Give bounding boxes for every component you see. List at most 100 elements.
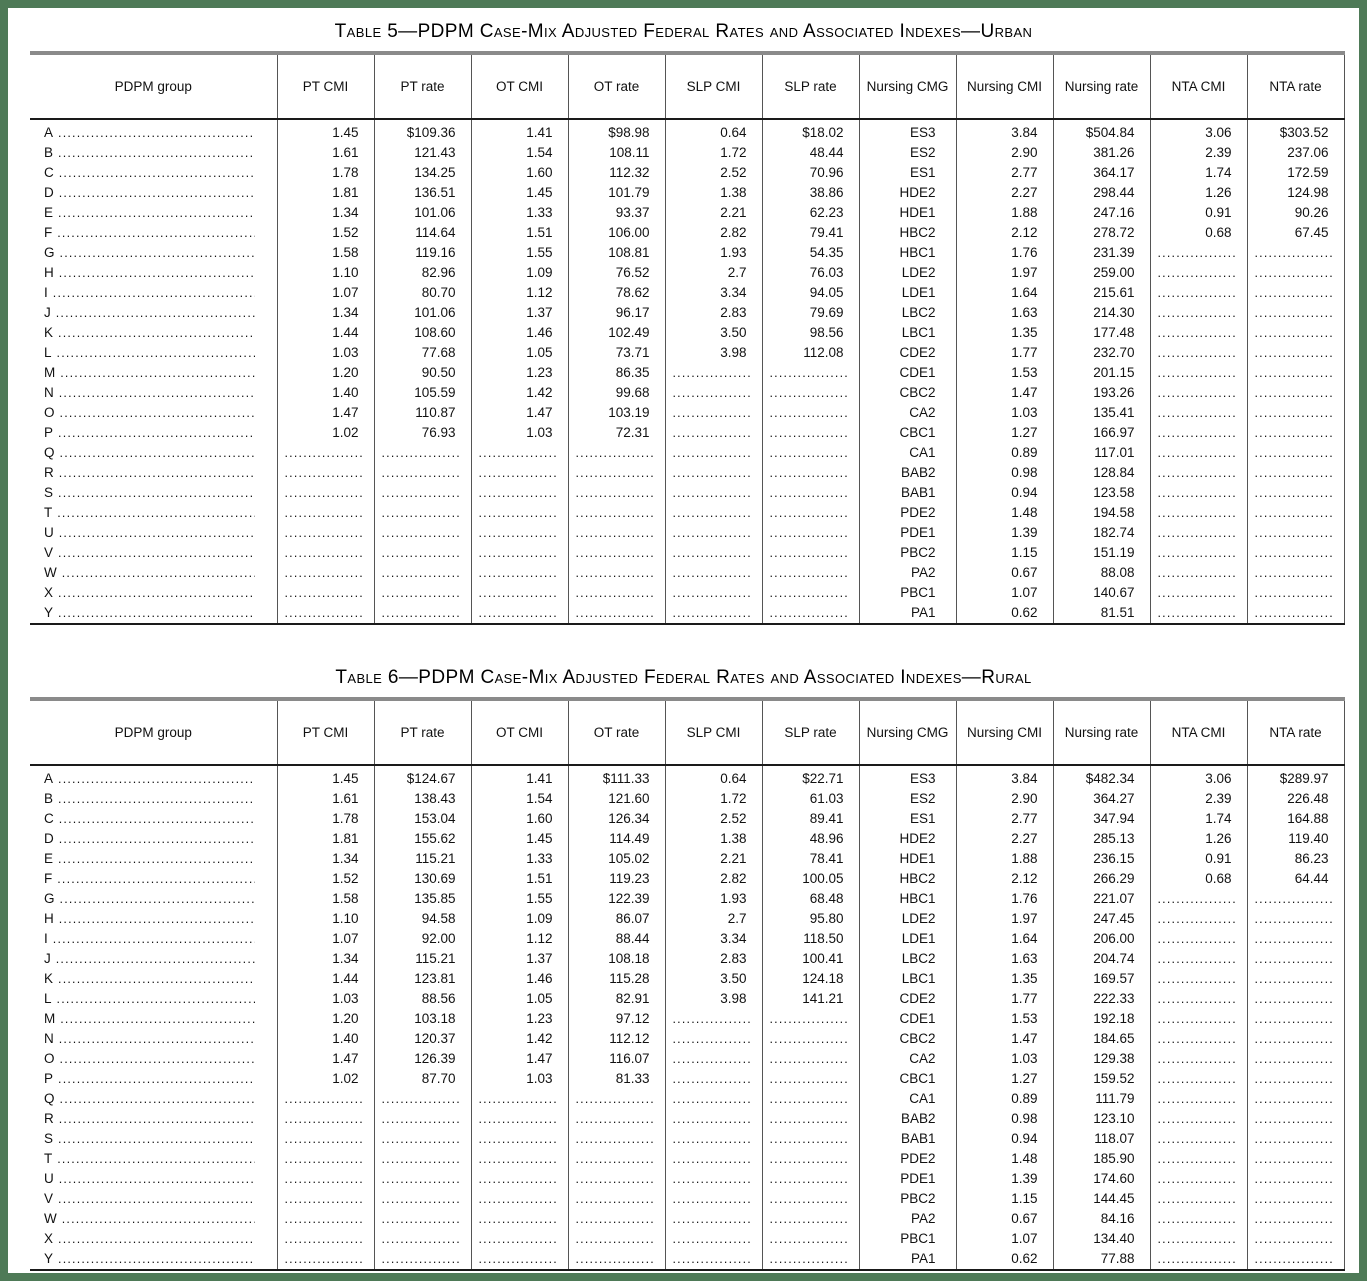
empty-cell xyxy=(1149,523,1247,543)
dot-leader xyxy=(58,543,254,563)
cell-slp-rate: 62.23 xyxy=(761,203,859,223)
empty-cell xyxy=(276,463,374,483)
empty-cell xyxy=(1149,1009,1247,1029)
empty-cell xyxy=(373,563,471,583)
dot-placeholder xyxy=(479,583,557,603)
cell-nursing-rate: 381.26 xyxy=(1052,143,1150,163)
cell-nursing-rate: 278.72 xyxy=(1052,223,1150,243)
empty-cell xyxy=(761,483,859,503)
dot-placeholder xyxy=(479,1229,557,1249)
cell-nursing-cmg: PDE2 xyxy=(858,1149,956,1169)
empty-cell xyxy=(664,363,762,383)
pdpm-group-label: C xyxy=(44,811,54,826)
dot-placeholder xyxy=(1255,969,1333,989)
cell-pt-rate: 82.96 xyxy=(373,263,471,283)
dot-placeholder xyxy=(479,443,557,463)
column-header-slp-rate: SLP rate xyxy=(761,699,859,766)
column-header-pt-rate: PT rate xyxy=(373,699,471,766)
dot-placeholder xyxy=(1158,323,1236,343)
empty-cell xyxy=(373,603,471,624)
cell-ot-rate: 112.32 xyxy=(567,163,665,183)
cell-pt-cmi: 1.45 xyxy=(276,119,374,143)
empty-cell xyxy=(664,1209,762,1229)
cell-slp-cmi: 1.38 xyxy=(664,183,762,203)
cell-nursing-rate: 144.45 xyxy=(1052,1189,1150,1209)
pdpm-group-cell: Q xyxy=(30,443,277,463)
pdpm-group-label: W xyxy=(44,1211,57,1226)
table-row-h: H 1.1094.581.0986.072.795.80LDE21.97247.4… xyxy=(30,909,1345,929)
empty-cell xyxy=(276,1249,374,1270)
column-header-nursing-rate: Nursing rate xyxy=(1052,699,1150,766)
empty-cell xyxy=(276,483,374,503)
cell-nursing-rate: 184.65 xyxy=(1052,1029,1150,1049)
dot-placeholder xyxy=(382,603,460,623)
cell-pt-rate: 101.06 xyxy=(373,203,471,223)
cell-nta-cmi: 1.74 xyxy=(1149,163,1247,183)
empty-cell xyxy=(761,583,859,603)
empty-cell xyxy=(276,1089,374,1109)
cell-slp-rate: $18.02 xyxy=(761,119,859,143)
dot-placeholder xyxy=(479,563,557,583)
dot-placeholder xyxy=(770,1129,848,1149)
empty-cell xyxy=(1149,909,1247,929)
dot-placeholder xyxy=(1255,1009,1333,1029)
pdpm-group-cell: U xyxy=(30,1169,277,1189)
cell-pt-cmi: 1.78 xyxy=(276,809,374,829)
cell-ot-cmi: 1.23 xyxy=(470,1009,568,1029)
dot-placeholder xyxy=(770,503,848,523)
cell-nta-rate: 226.48 xyxy=(1246,789,1345,809)
empty-cell xyxy=(664,1169,762,1189)
cell-pt-cmi: 1.02 xyxy=(276,423,374,443)
dot-placeholder xyxy=(576,1149,654,1169)
cell-nursing-cmi: 1.76 xyxy=(955,243,1053,263)
cell-ot-rate: 122.39 xyxy=(567,889,665,909)
dot-leader xyxy=(57,503,254,523)
cell-nursing-rate: 214.30 xyxy=(1052,303,1150,323)
cell-nursing-cmg: PA1 xyxy=(858,603,956,624)
empty-cell xyxy=(664,423,762,443)
cell-pt-rate: 135.85 xyxy=(373,889,471,909)
cell-nursing-cmi: 1.15 xyxy=(955,543,1053,563)
dot-placeholder xyxy=(285,1209,363,1229)
cell-pt-rate: 114.64 xyxy=(373,223,471,243)
cell-pt-cmi: 1.34 xyxy=(276,949,374,969)
cell-ot-cmi: 1.47 xyxy=(470,1049,568,1069)
dot-placeholder xyxy=(576,603,654,623)
empty-cell xyxy=(664,1149,762,1169)
dot-leader xyxy=(58,483,254,503)
cell-nursing-rate: 266.29 xyxy=(1052,869,1150,889)
empty-cell xyxy=(567,583,665,603)
cell-ot-cmi: 1.03 xyxy=(470,423,568,443)
cell-pt-cmi: 1.61 xyxy=(276,789,374,809)
column-header-nta-rate: NTA rate xyxy=(1246,53,1345,120)
table-6-body: A1.45$124.671.41$111.330.64$22.71ES33.84… xyxy=(30,765,1345,1270)
empty-cell xyxy=(664,1129,762,1149)
dot-leader xyxy=(58,1229,254,1249)
dot-placeholder xyxy=(1255,303,1333,323)
cell-ot-rate: 76.52 xyxy=(567,263,665,283)
empty-cell xyxy=(1149,1229,1247,1249)
cell-ot-rate: 93.37 xyxy=(567,203,665,223)
empty-cell xyxy=(1246,989,1345,1009)
dot-placeholder xyxy=(1255,463,1333,483)
pdpm-group-label: L xyxy=(44,345,52,360)
dot-placeholder xyxy=(1255,929,1333,949)
dot-placeholder xyxy=(770,563,848,583)
cell-pt-rate: 105.59 xyxy=(373,383,471,403)
dot-leader xyxy=(59,523,255,543)
empty-cell xyxy=(761,1129,859,1149)
dot-placeholder xyxy=(1158,523,1236,543)
dot-leader xyxy=(57,343,255,363)
dot-leader xyxy=(59,1109,255,1129)
table-row-a: A1.45$109.361.41$98.980.64$18.02ES33.84$… xyxy=(30,119,1345,143)
cell-pt-rate: 121.43 xyxy=(373,143,471,163)
empty-cell xyxy=(1246,1129,1345,1149)
cell-pt-cmi: 1.20 xyxy=(276,363,374,383)
dot-placeholder xyxy=(1158,303,1236,323)
empty-cell xyxy=(1246,889,1345,909)
empty-cell xyxy=(567,1229,665,1249)
